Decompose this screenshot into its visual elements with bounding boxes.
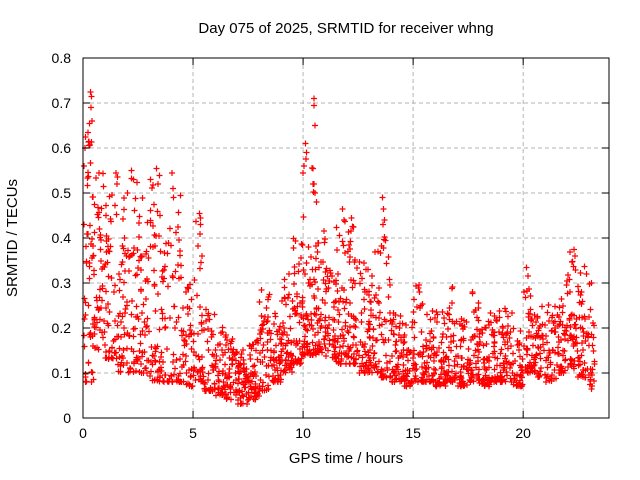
y-tick-label: 0 [63, 410, 71, 426]
y-tick-label: 0.3 [52, 275, 72, 291]
x-tick-label: 20 [515, 425, 531, 441]
y-tick-label: 0.8 [52, 50, 72, 66]
y-tick-label: 0.2 [52, 320, 72, 336]
chart-title: Day 075 of 2025, SRMTID for receiver whn… [198, 20, 494, 37]
y-tick-label: 0.4 [52, 230, 72, 246]
y-tick-label: 0.7 [52, 95, 72, 111]
x-axis-label: GPS time / hours [288, 450, 404, 467]
x-tick-label: 0 [79, 425, 87, 441]
y-tick-label: 0.5 [52, 185, 72, 201]
data-points [81, 89, 598, 407]
x-tick-label: 15 [405, 425, 421, 441]
x-tick-label: 10 [295, 425, 311, 441]
x-tick-label: 5 [189, 425, 197, 441]
y-tick-label: 0.6 [52, 140, 72, 156]
y-tick-label: 0.1 [52, 365, 72, 381]
